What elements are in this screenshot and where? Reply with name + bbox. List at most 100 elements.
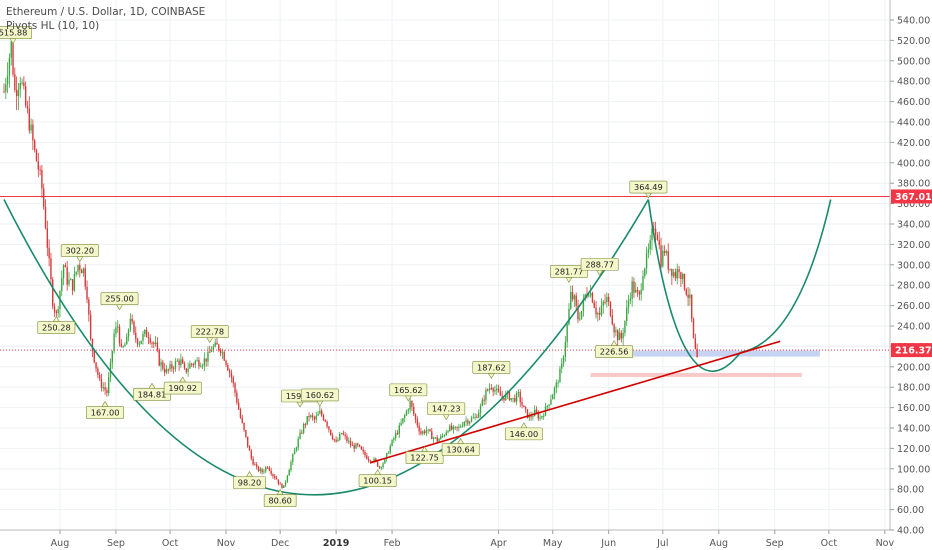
candle-down [349, 440, 352, 445]
candle-up [380, 467, 382, 469]
candle-up [622, 332, 624, 339]
candle-up [626, 307, 628, 322]
candle-up [505, 393, 507, 401]
candle-down [106, 390, 108, 393]
candle-up [111, 351, 113, 363]
candle-down [654, 228, 657, 236]
candle-down [219, 349, 222, 353]
candle-down [145, 329, 148, 338]
candle-up [337, 439, 339, 442]
candle-up [579, 318, 581, 320]
candle-up [615, 330, 617, 333]
candle-up [385, 453, 388, 459]
candle-up [373, 458, 375, 462]
candle-up [187, 368, 189, 372]
y-tick-label: 280.00 [897, 281, 930, 292]
candle-down [66, 267, 68, 285]
pivot-value: 184.81 [138, 389, 167, 399]
y-tick-label: 360.00 [897, 199, 930, 210]
price-axis[interactable]: 540.00 520.00 500.00 480.00 460.00 440.00 420.… [889, 0, 932, 537]
pivot-box [504, 427, 543, 441]
candle-down [311, 415, 314, 418]
pivot-pointer [76, 256, 84, 263]
candle-down [414, 414, 417, 420]
candle-up [176, 360, 178, 362]
candle-up [427, 429, 429, 431]
candle-down [694, 338, 697, 349]
pivot-pointer [179, 376, 187, 383]
candle-down [91, 339, 94, 352]
candle-up [665, 251, 668, 253]
time-axis[interactable]: Aug Sep Oct Nov Dec 2019 Feb Apr May Jun Jul Aug Sep… [0, 529, 894, 549]
candle-down [218, 344, 220, 350]
candle-down [324, 419, 326, 422]
candle-up [510, 398, 512, 401]
candle-up [676, 269, 678, 279]
candle-up [70, 279, 72, 281]
candle-down [523, 405, 525, 408]
candle-down [322, 415, 325, 420]
candle-down [499, 391, 502, 396]
candle-up [340, 433, 343, 435]
candle-down [530, 415, 532, 418]
candle-up [566, 324, 568, 343]
candle-down [313, 417, 316, 420]
candle-down [660, 245, 662, 267]
candle-down [156, 342, 159, 350]
candle-up [154, 342, 157, 344]
candle-up [210, 350, 213, 352]
candle-down [436, 437, 438, 442]
candle-down [696, 348, 698, 358]
candle-down [239, 409, 242, 418]
candle-up [293, 450, 296, 455]
candle-up [405, 410, 408, 416]
candle-up [629, 298, 632, 301]
x-tick-label: Sep [107, 538, 125, 549]
candle-down [620, 332, 623, 339]
candle-down [205, 358, 207, 362]
support-band [617, 350, 820, 357]
candle-up [355, 443, 357, 449]
candle-down [245, 429, 247, 437]
candle-up [468, 421, 471, 424]
candle-up [432, 437, 435, 440]
candle-down [97, 368, 99, 375]
last-price-badge-text: 216.37 [895, 346, 932, 357]
candle-down [191, 363, 193, 365]
y-tick-label: 320.00 [897, 240, 930, 251]
candle-down [281, 483, 283, 488]
candle-down [185, 368, 188, 372]
candle-up [180, 359, 182, 366]
pivot-label: 364.49 [629, 180, 668, 199]
candle-down [467, 420, 469, 424]
y-tick-label: 380.00 [897, 179, 930, 190]
zone-bands [590, 350, 820, 377]
candle-down [595, 307, 597, 315]
pivot-value: 167.00 [91, 407, 120, 417]
x-tick-label: Oct [162, 538, 179, 549]
candle-down [93, 351, 95, 363]
candle-down [423, 431, 426, 434]
candle-up [387, 452, 390, 454]
candle-up [407, 409, 410, 411]
candle-down [55, 311, 58, 314]
candle-down [37, 161, 39, 170]
target-band [590, 372, 802, 377]
candle-down [685, 289, 687, 295]
candle-up [62, 265, 65, 279]
candle-up [117, 326, 119, 328]
pivot-label: 100.15 [358, 469, 397, 487]
candle-up [445, 432, 447, 436]
candle-up [580, 310, 583, 319]
candle-down [266, 467, 269, 469]
candle-up [449, 425, 451, 432]
pivot-pointer [374, 469, 382, 475]
candle-down [234, 383, 236, 393]
candle-down [611, 315, 613, 325]
x-tick-label: May [543, 538, 563, 549]
x-tick-label: Apr [490, 538, 507, 549]
candle-up [384, 458, 386, 464]
candle-up [194, 361, 197, 365]
candle-up [292, 454, 294, 463]
